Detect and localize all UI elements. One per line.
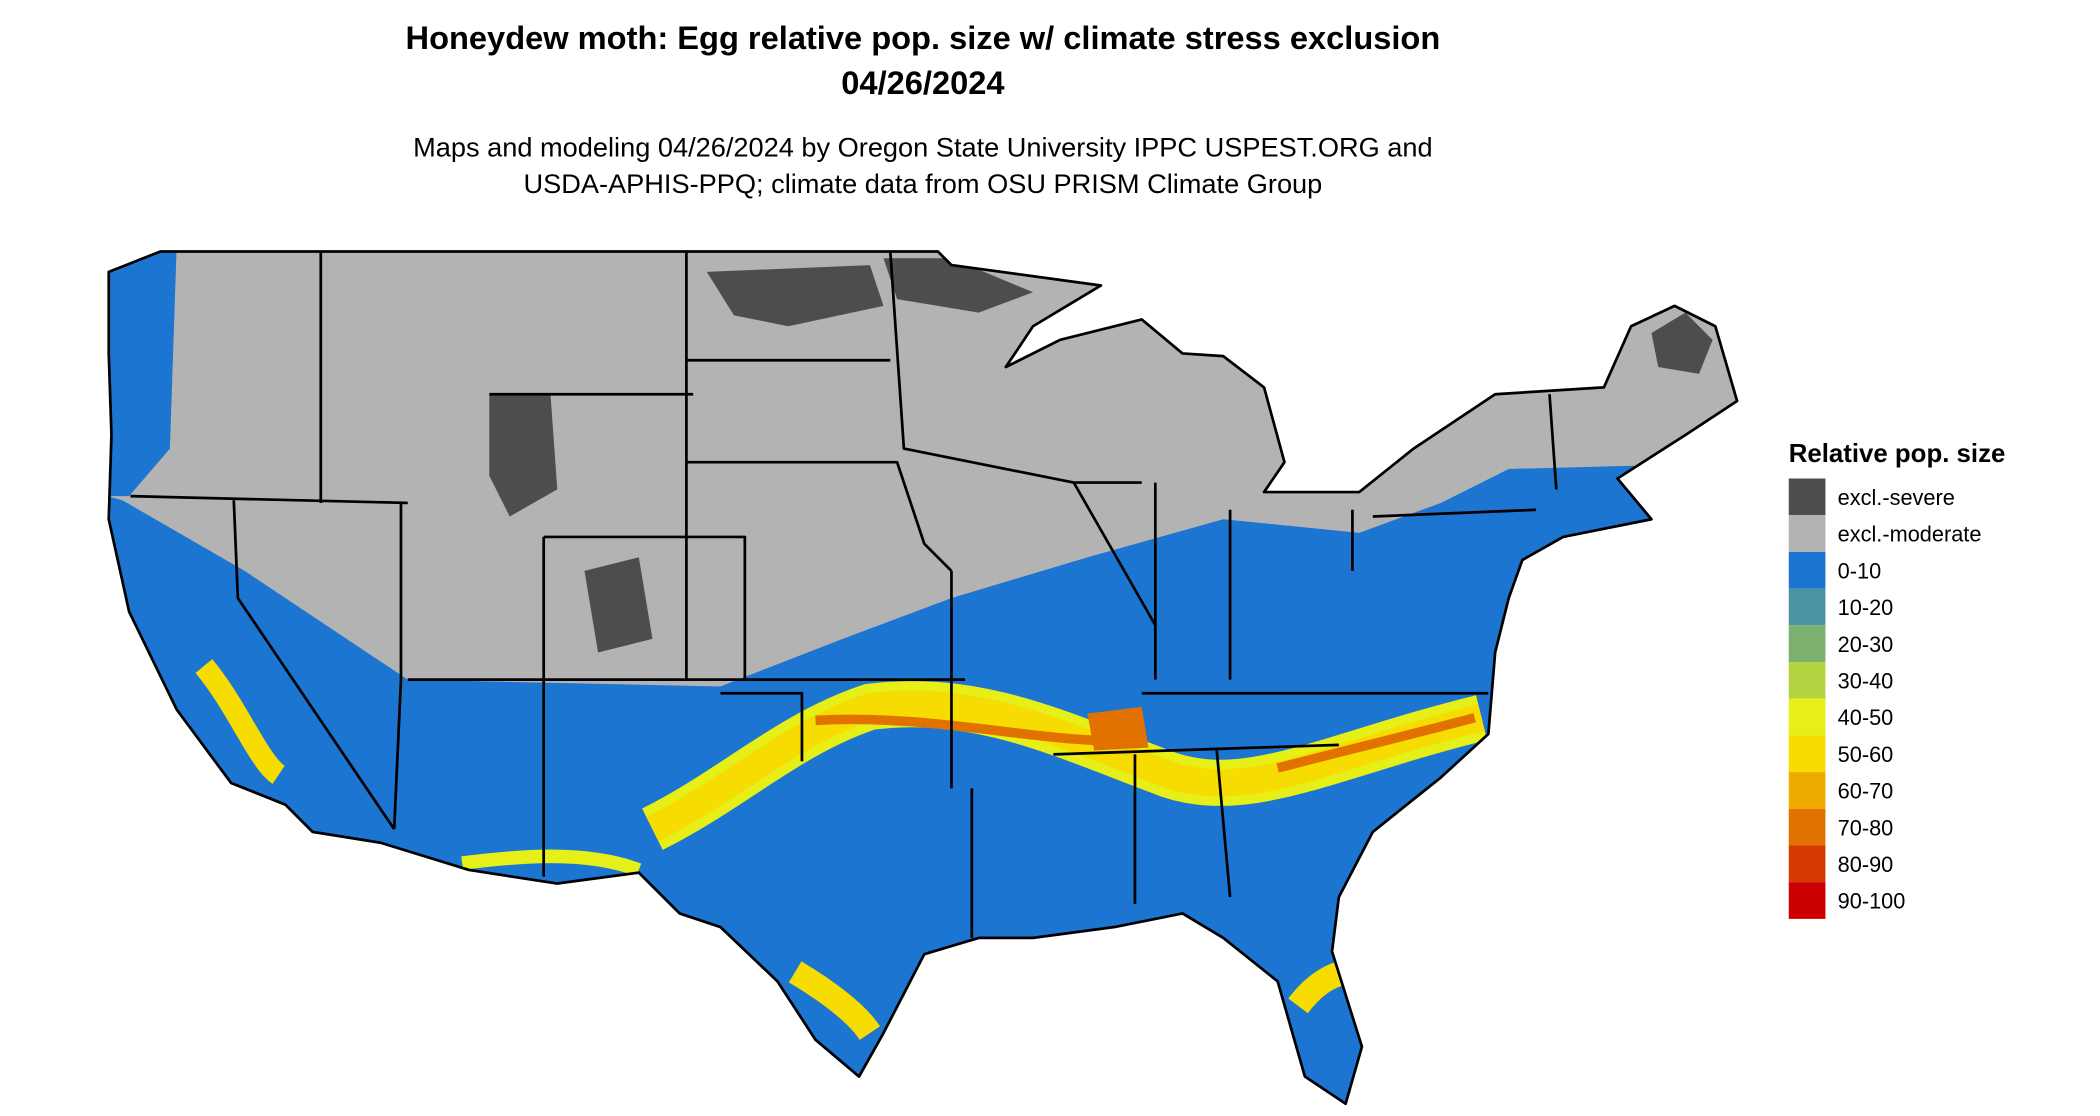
legend-label: 60-70	[1838, 779, 1894, 804]
band-40-50	[461, 849, 642, 877]
map-title: Honeydew moth: Egg relative pop. size w/…	[406, 19, 1441, 56]
region-excl-severe	[706, 265, 884, 327]
legend-label: 70-80	[1838, 815, 1894, 840]
region-excl-severe	[883, 258, 1034, 313]
legend-swatch	[1788, 551, 1826, 589]
legend-title: Relative pop. size	[1789, 440, 2006, 468]
legend-label: excl.-severe	[1838, 485, 1955, 510]
region-excl-severe	[1651, 312, 1713, 374]
legend-label: 30-40	[1838, 668, 1894, 693]
region-excl-severe	[584, 557, 653, 653]
legend-label: 50-60	[1838, 742, 1894, 767]
subtitle-line: Maps and modeling 04/26/2024 by Oregon S…	[413, 131, 1432, 162]
legend-label: 40-50	[1838, 705, 1894, 730]
legend-swatch	[1788, 625, 1826, 662]
legend: excl.-severe excl.-moderate 0-10 10-20 20-30…	[1788, 478, 1982, 919]
legend-swatch	[1788, 845, 1826, 883]
subtitle-line: USDA-APHIS-PPQ; climate data from OSU PR…	[524, 168, 1323, 199]
legend-label: 80-90	[1838, 852, 1894, 877]
state-lines	[130, 251, 1558, 938]
band-70-80	[815, 713, 1476, 773]
map-date: 04/26/2024	[841, 64, 1004, 101]
legend-swatch	[1788, 588, 1826, 626]
map-area	[108, 251, 1738, 1104]
legend-swatch	[1788, 661, 1826, 699]
legend-swatch	[1788, 735, 1826, 773]
legend-label: 90-100	[1838, 889, 1906, 914]
patch-70-80	[1087, 706, 1149, 751]
legend-label: excl.-moderate	[1838, 522, 1982, 547]
legend-label: 0-10	[1838, 558, 1882, 583]
legend-swatch	[1788, 772, 1826, 809]
region-0-10	[108, 251, 177, 497]
legend-swatch	[1788, 882, 1826, 919]
band-50-60	[788, 961, 881, 1041]
region-excl-severe	[489, 394, 558, 517]
band-50-60	[195, 659, 286, 784]
band-50-60	[646, 690, 1485, 842]
legend-label: 10-20	[1838, 595, 1894, 620]
legend-swatch	[1788, 698, 1826, 736]
legend-label: 20-30	[1838, 632, 1894, 657]
legend-swatch	[1788, 808, 1826, 846]
legend-swatch	[1788, 478, 1826, 516]
legend-swatch	[1788, 515, 1826, 552]
